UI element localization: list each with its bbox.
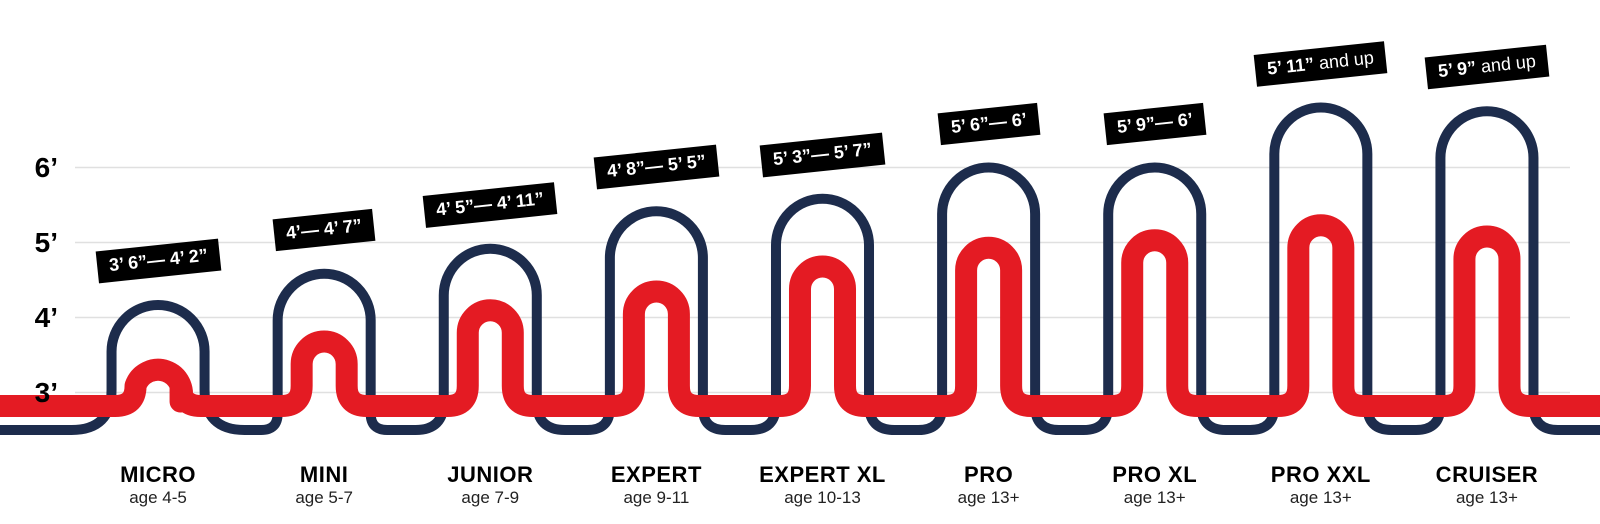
category-label: MINIage 5-7 (295, 462, 353, 508)
category-age: age 7-9 (447, 488, 533, 508)
category-label: EXPERT XLage 10-13 (759, 462, 886, 508)
category-name: PRO (958, 462, 1020, 488)
category-age: age 13+ (1271, 488, 1371, 508)
category-label: MICROage 4-5 (120, 462, 196, 508)
category-name: JUNIOR (447, 462, 533, 488)
category-age: age 13+ (1112, 488, 1197, 508)
inner-wave (0, 225, 1600, 406)
category-name: EXPERT XL (759, 462, 886, 488)
category-age: age 9-11 (611, 488, 702, 508)
category-name: PRO XL (1112, 462, 1197, 488)
category-age: age 13+ (958, 488, 1020, 508)
category-name: EXPERT (611, 462, 702, 488)
category-age: age 5-7 (295, 488, 353, 508)
y-tick-label: 3’ (0, 377, 58, 409)
category-label: CRUISERage 13+ (1436, 462, 1539, 508)
category-age: age 13+ (1436, 488, 1539, 508)
category-label: PRO XXLage 13+ (1271, 462, 1371, 508)
category-label: PROage 13+ (958, 462, 1020, 508)
category-label: EXPERTage 9-11 (611, 462, 702, 508)
category-label: PRO XLage 13+ (1112, 462, 1197, 508)
size-chart-svg (0, 0, 1600, 524)
category-name: MICRO (120, 462, 196, 488)
category-name: PRO XXL (1271, 462, 1371, 488)
category-label: JUNIORage 7-9 (447, 462, 533, 508)
category-age: age 10-13 (759, 488, 886, 508)
y-tick-label: 4’ (0, 302, 58, 334)
category-name: CRUISER (1436, 462, 1539, 488)
y-tick-label: 5’ (0, 227, 58, 259)
y-tick-label: 6’ (0, 152, 58, 184)
category-name: MINI (295, 462, 353, 488)
category-age: age 4-5 (120, 488, 196, 508)
